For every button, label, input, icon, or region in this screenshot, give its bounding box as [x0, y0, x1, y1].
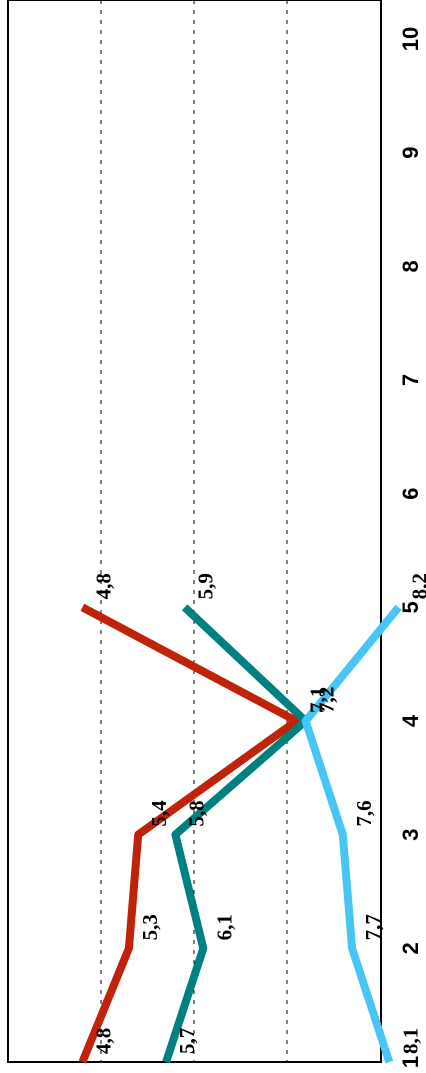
series-line — [162, 604, 310, 1064]
series-line — [78, 603, 301, 1064]
data-label: 7,2 — [315, 687, 339, 713]
data-label: 7,2 — [315, 687, 339, 713]
plot-border — [7, 0, 382, 1063]
x-tick-label: 4 — [398, 714, 423, 727]
x-tick-label: 10 — [398, 27, 423, 51]
data-label: 4,8 — [91, 1028, 115, 1054]
series-line — [301, 604, 402, 1064]
data-label: 7,7 — [361, 914, 385, 940]
x-tick-label: 8 — [398, 260, 423, 272]
x-tick-label: 5 — [398, 601, 423, 613]
x-tick-label: 7 — [398, 374, 423, 386]
data-label: 7,1 — [305, 687, 329, 713]
data-label: 6,1 — [212, 914, 236, 940]
data-label: 5,8 — [184, 800, 208, 826]
data-label: 5,3 — [138, 914, 162, 940]
x-tick-label: 6 — [398, 488, 423, 500]
data-label: 5,9 — [194, 573, 218, 599]
data-label: 5,7 — [175, 1028, 199, 1054]
data-label: 8,1 — [398, 1028, 422, 1054]
x-tick-label: 9 — [398, 147, 423, 159]
data-label: 8,2 — [408, 573, 426, 599]
x-tick-label: 1 — [398, 1056, 423, 1068]
data-label: 4,8 — [91, 573, 115, 599]
data-label: 7,6 — [352, 800, 376, 826]
x-tick-label: 2 — [398, 942, 423, 954]
data-label: 5,4 — [147, 800, 171, 827]
x-tick-label: 3 — [398, 829, 423, 841]
